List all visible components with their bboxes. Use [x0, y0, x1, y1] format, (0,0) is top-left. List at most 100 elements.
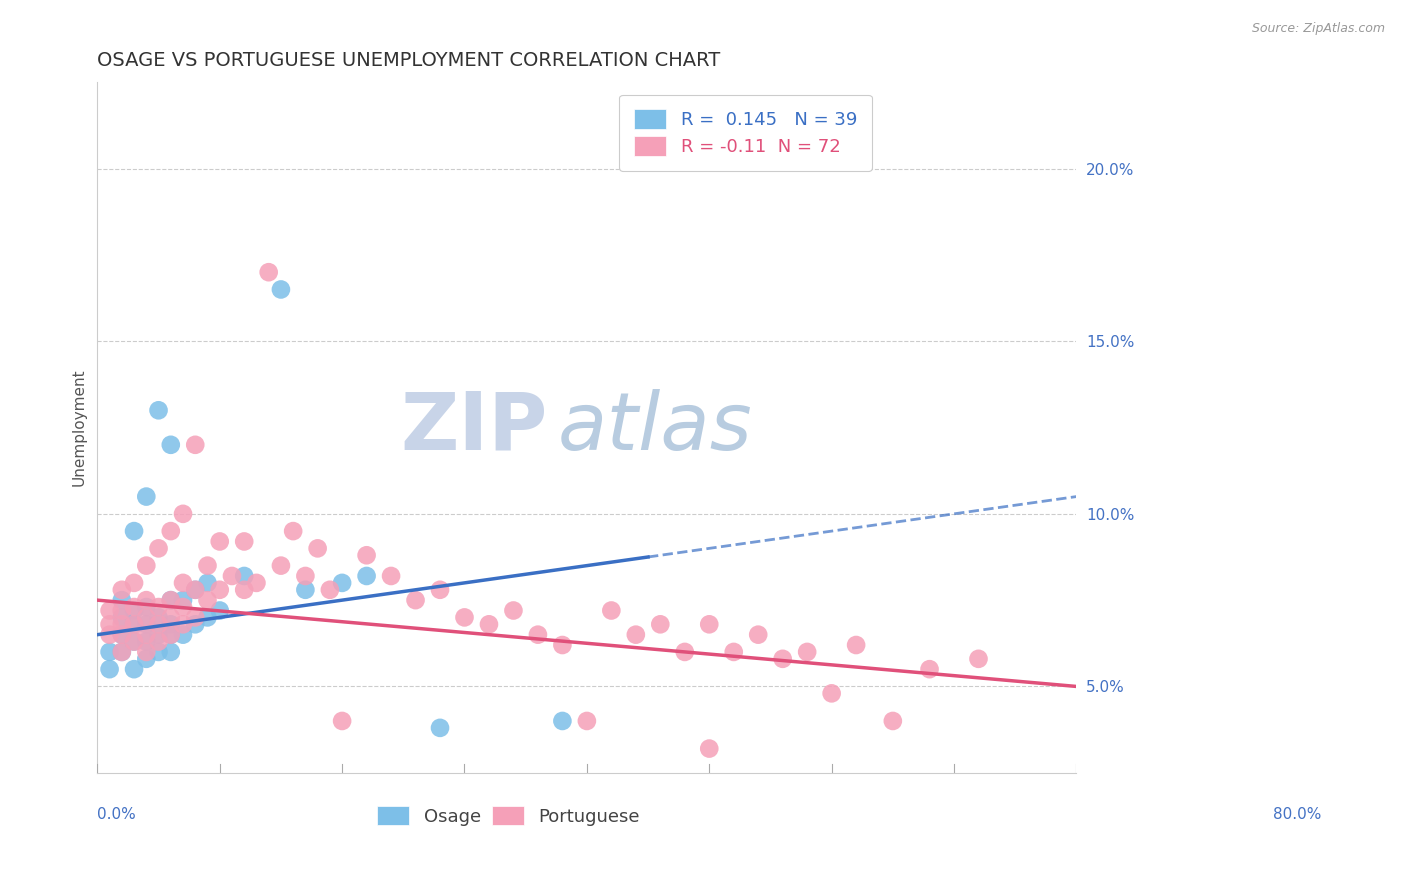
Point [184, 582, 207, 597]
Point [135, 558, 157, 573]
Point [148, 645, 170, 659]
Point [172, 600, 194, 615]
Point [148, 610, 170, 624]
Point [135, 628, 157, 642]
Point [796, 645, 818, 659]
Point [159, 593, 181, 607]
Point [380, 569, 402, 583]
Point [111, 628, 134, 642]
Point [429, 721, 451, 735]
Point [111, 645, 134, 659]
Point [270, 283, 292, 297]
Point [624, 628, 647, 642]
Point [233, 582, 256, 597]
Point [184, 617, 207, 632]
Point [159, 645, 181, 659]
Point [135, 610, 157, 624]
Point [575, 714, 598, 728]
Point [122, 524, 145, 538]
Point [135, 645, 157, 659]
Point [820, 686, 842, 700]
Text: OSAGE VS PORTUGUESE UNEMPLOYMENT CORRELATION CHART: OSAGE VS PORTUGUESE UNEMPLOYMENT CORRELA… [97, 51, 721, 70]
Point [600, 603, 623, 617]
Point [148, 541, 170, 556]
Point [307, 541, 329, 556]
Legend: Osage, Portuguese: Osage, Portuguese [370, 798, 647, 833]
Point [122, 617, 145, 632]
Point [747, 628, 769, 642]
Point [245, 575, 267, 590]
Point [453, 610, 475, 624]
Point [208, 582, 231, 597]
Point [111, 593, 134, 607]
Point [551, 638, 574, 652]
Point [283, 524, 305, 538]
Point [319, 582, 342, 597]
Point [148, 403, 170, 417]
Point [98, 603, 121, 617]
Point [697, 741, 720, 756]
Point [918, 662, 941, 676]
Point [122, 662, 145, 676]
Point [111, 610, 134, 624]
Point [172, 593, 194, 607]
Point [135, 652, 157, 666]
Point [122, 634, 145, 648]
Point [111, 617, 134, 632]
Point [294, 569, 316, 583]
Point [184, 610, 207, 624]
Point [723, 645, 745, 659]
Point [882, 714, 904, 728]
Point [172, 628, 194, 642]
Point [208, 534, 231, 549]
Text: 80.0%: 80.0% [1272, 807, 1322, 822]
Point [172, 575, 194, 590]
Point [650, 617, 672, 632]
Point [148, 600, 170, 615]
Point [233, 569, 256, 583]
Point [98, 645, 121, 659]
Point [135, 593, 157, 607]
Point [845, 638, 868, 652]
Point [98, 628, 121, 642]
Point [122, 603, 145, 617]
Point [330, 575, 353, 590]
Point [111, 603, 134, 617]
Point [197, 558, 219, 573]
Point [197, 575, 219, 590]
Point [967, 652, 990, 666]
Text: 0.0%: 0.0% [97, 807, 136, 822]
Point [159, 617, 181, 632]
Point [111, 628, 134, 642]
Point [697, 617, 720, 632]
Point [673, 645, 696, 659]
Point [527, 628, 550, 642]
Point [122, 634, 145, 648]
Point [159, 593, 181, 607]
Point [111, 645, 134, 659]
Point [122, 600, 145, 615]
Point [172, 617, 194, 632]
Point [551, 714, 574, 728]
Point [159, 524, 181, 538]
Point [270, 558, 292, 573]
Point [148, 628, 170, 642]
Point [208, 603, 231, 617]
Point [135, 617, 157, 632]
Point [197, 593, 219, 607]
Point [233, 534, 256, 549]
Point [135, 490, 157, 504]
Point [172, 507, 194, 521]
Point [148, 634, 170, 648]
Point [159, 628, 181, 642]
Point [98, 662, 121, 676]
Point [772, 652, 794, 666]
Point [159, 610, 181, 624]
Point [159, 438, 181, 452]
Point [356, 548, 378, 562]
Point [135, 634, 157, 648]
Text: atlas: atlas [558, 389, 752, 467]
Point [429, 582, 451, 597]
Point [502, 603, 524, 617]
Text: Source: ZipAtlas.com: Source: ZipAtlas.com [1251, 22, 1385, 36]
